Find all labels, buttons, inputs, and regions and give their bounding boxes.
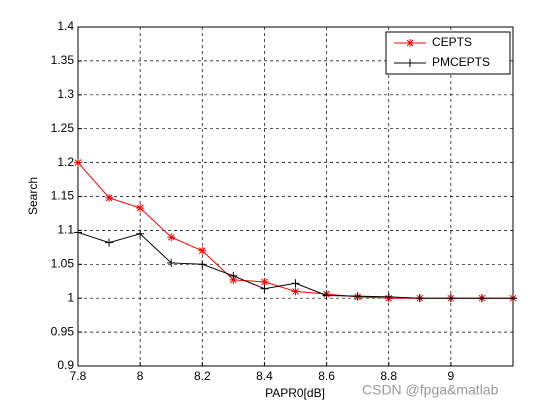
marker	[384, 292, 393, 301]
x-tick-label: 7.8	[70, 369, 87, 383]
marker-stroke	[261, 278, 268, 286]
y-axis-label: Search	[26, 177, 40, 215]
marker	[74, 158, 82, 167]
marker	[105, 193, 114, 202]
legend-box	[385, 31, 511, 75]
x-tick-label: 8.6	[318, 369, 335, 383]
y-tick-label: 1.25	[51, 121, 75, 135]
marker	[167, 233, 176, 242]
watermark: CSDN @fpga&matlab	[362, 382, 499, 398]
y-tick-label: 1.4	[57, 19, 74, 33]
legend: CEPTS PMCEPTS	[385, 31, 511, 75]
x-tick-label: 9	[448, 369, 455, 383]
marker-stroke	[230, 276, 237, 284]
marker	[105, 238, 114, 247]
marker-stroke	[136, 204, 144, 212]
y-tick-label: 1.2	[57, 155, 74, 169]
marker-stroke	[406, 39, 414, 47]
legend-label: CEPTS	[432, 35, 472, 49]
marker	[509, 294, 517, 303]
x-tick-label: 8	[137, 369, 144, 383]
marker	[260, 277, 269, 286]
marker	[198, 246, 207, 255]
x-axis-label: PAPR0[dB]	[265, 386, 325, 400]
x-tick-label: 8.2	[194, 369, 211, 383]
y-tick-label: 0.95	[51, 324, 75, 338]
marker-stroke	[167, 233, 175, 241]
marker	[136, 204, 145, 213]
plot-frame	[77, 26, 514, 367]
marker	[353, 292, 362, 301]
y-tick-label: 1.15	[51, 189, 75, 203]
x-tick-label: 8.4	[256, 369, 273, 383]
y-tick-label: 1.1	[57, 223, 74, 237]
marker	[260, 284, 269, 293]
marker	[477, 294, 486, 303]
y-tick-label: 1.3	[57, 87, 74, 101]
y-tick-label: 1	[67, 290, 74, 304]
x-tick-label: 8.8	[380, 369, 397, 383]
marker	[167, 258, 176, 267]
marker	[446, 294, 455, 303]
marker	[229, 271, 238, 280]
marker	[136, 229, 145, 238]
marker-stroke	[105, 194, 113, 202]
marker	[291, 287, 300, 296]
marker	[198, 260, 207, 269]
y-tick-label: 0.9	[57, 358, 74, 372]
marker	[415, 294, 424, 303]
marker	[74, 228, 82, 237]
y-tick-label: 1.05	[51, 256, 75, 270]
legend-marker	[406, 59, 414, 67]
legend-label: PMCEPTS	[432, 55, 490, 69]
y-tick-label: 1.35	[51, 53, 75, 67]
marker	[291, 279, 300, 288]
marker-stroke	[74, 159, 82, 166]
legend-marker	[406, 39, 414, 47]
marker	[322, 291, 331, 300]
marker-stroke	[292, 288, 299, 295]
marker-stroke	[198, 247, 206, 255]
